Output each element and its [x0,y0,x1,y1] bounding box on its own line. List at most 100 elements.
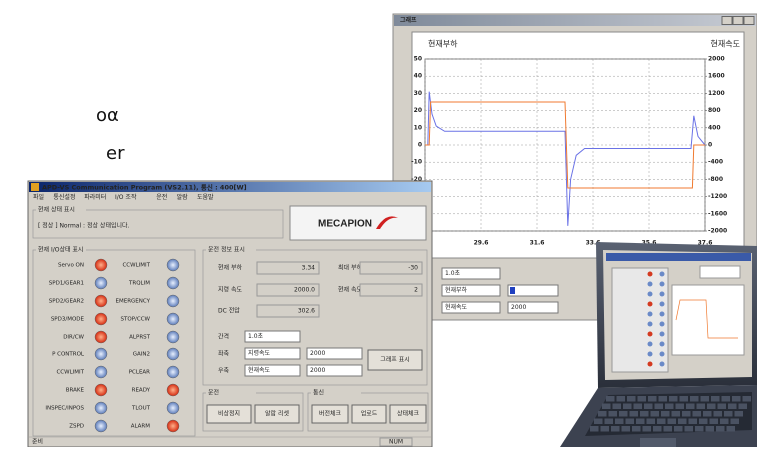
app-icon [31,183,39,191]
group-title: 운전 [208,389,219,397]
input[interactable] [306,347,363,360]
io-led [166,347,180,361]
y2-tick-label: 0 [708,142,712,149]
button[interactable] [206,404,252,424]
mini-led [647,281,653,287]
group-box [202,249,428,386]
mini-led [659,341,665,347]
key [709,418,718,424]
mini-led [647,291,653,297]
io-label: TRQLIM [128,281,150,287]
y2-tick-label: -800 [708,176,723,183]
menu-item[interactable]: 통신설정 [53,193,75,201]
x-tick-label: 29.6 [474,240,489,247]
combo[interactable] [244,364,301,377]
y2-tick-label: 800 [708,107,721,114]
menu-item[interactable]: 도움말 [197,193,214,201]
key [705,426,714,432]
group-title: 현재 I/O상태 표시 [38,246,83,254]
mini-line [675,299,738,339]
group-title-bg [311,389,361,397]
key [732,396,741,402]
button-label[interactable]: 상태체크 [397,410,420,418]
menu-item[interactable]: 알람 [177,193,189,201]
window-button[interactable] [732,16,744,25]
io-label: Servo ON [58,263,84,269]
window-button[interactable] [721,16,733,25]
io-led [166,276,180,290]
button-label[interactable]: 업로드 [361,410,378,418]
key [619,411,628,417]
key [658,396,667,402]
key [726,426,735,432]
button[interactable] [389,404,427,424]
mini-led [659,331,665,337]
key [695,426,704,432]
menu-item[interactable]: 파일 [33,193,44,201]
button[interactable] [351,404,387,424]
mini-plot [671,284,745,356]
io-label: ZSPD [69,424,84,430]
button-label[interactable]: 그래프 표시 [380,356,410,364]
mini-led [659,291,665,297]
combo[interactable] [441,301,501,314]
io-led [166,258,180,272]
button-label[interactable]: 비상정지 [218,410,240,418]
title-bar [394,15,756,26]
key [602,403,611,409]
readout-value: 2 [414,287,418,294]
series-line [425,101,705,189]
combo[interactable] [441,267,501,280]
button[interactable] [367,349,423,371]
window-button[interactable] [743,16,755,25]
key [679,396,688,402]
label: 현재부하 [445,286,468,294]
group-title-bg [36,206,86,214]
input[interactable] [507,284,559,297]
y2-tick-label: -400 [708,159,723,166]
y-tick-label: 10 [414,124,422,131]
y-tick-label: -10 [411,159,422,166]
input[interactable] [507,301,559,314]
menu-item[interactable]: I/O 조작 [115,194,137,201]
label: 간격 [218,333,229,341]
readout-value: 2000.0 [294,287,315,294]
key [600,426,609,432]
group-title-bg [206,246,256,254]
key [688,418,697,424]
mini-led [647,341,653,347]
key [642,426,651,432]
key [738,403,747,409]
io-led [166,294,180,308]
combo[interactable] [441,284,501,297]
label: 현재속도 [445,303,468,311]
menu-item[interactable]: 운전 [156,193,167,201]
button[interactable] [311,404,349,424]
label: 최대 부하 [338,264,362,272]
key [640,411,649,417]
io-led [94,383,108,397]
io-led [166,330,180,344]
readout [359,261,423,275]
io-led [166,419,180,433]
menu-item[interactable]: 파라미터 [84,193,106,201]
button-label[interactable]: 버전체크 [319,410,342,418]
input[interactable] [306,364,363,377]
button[interactable] [254,404,300,424]
combo[interactable] [244,330,301,343]
io-label: STOP/CCW [121,317,151,323]
key [657,418,666,424]
combo[interactable] [244,347,301,360]
key [717,403,726,409]
key [612,403,621,409]
button-label[interactable]: 알람 리셋 [265,410,289,418]
key [604,418,613,424]
key [625,418,634,424]
io-label: ALPRST [129,335,150,341]
io-label: READY [132,388,151,394]
key [720,418,729,424]
key [700,396,709,402]
readout [359,283,423,297]
